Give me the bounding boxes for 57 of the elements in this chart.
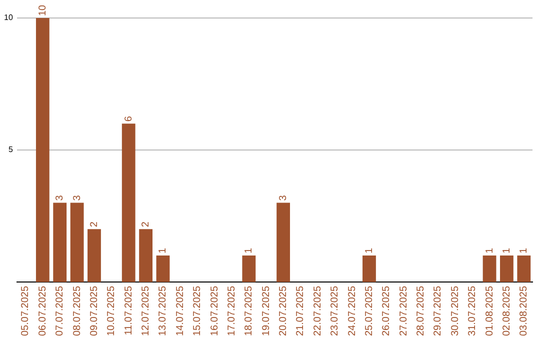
x-tick-label: 26.07.2025	[381, 286, 392, 336]
data-label: 2	[88, 221, 100, 228]
x-tick-label: 03.08.2025	[518, 286, 530, 336]
x-tick-label: 27.07.2025	[398, 286, 410, 336]
x-tick-label: 15.07.2025	[192, 286, 204, 336]
x-tick-label: 18.07.2025	[244, 286, 255, 336]
x-tick-label: 12.07.2025	[140, 286, 152, 336]
bar	[36, 18, 50, 282]
x-tick-label: 08.07.2025	[72, 286, 83, 336]
x-tick-label: 01.08.2025	[484, 286, 496, 336]
x-tick-label: 21.07.2025	[295, 286, 306, 336]
x-tick-label: 23.07.2025	[330, 286, 341, 336]
bar	[517, 256, 531, 282]
bar	[88, 229, 101, 282]
bar	[276, 202, 290, 282]
x-tick-label: 10.07.2025	[106, 286, 118, 336]
data-label: 1	[158, 248, 169, 254]
x-tick-label: 09.07.2025	[88, 286, 100, 336]
bar	[53, 202, 67, 282]
x-tick-label: 02.08.2025	[501, 286, 512, 336]
bar	[482, 256, 496, 282]
x-tick-label: 14.07.2025	[174, 286, 186, 336]
x-tick-label: 06.07.2025	[37, 286, 48, 336]
data-label: 1	[501, 248, 512, 254]
bar	[500, 256, 514, 282]
x-tick-label: 13.07.2025	[158, 286, 169, 336]
x-tick-label: 30.07.2025	[450, 286, 461, 336]
data-label: 1	[518, 248, 530, 254]
bar	[156, 256, 170, 282]
bar	[122, 124, 136, 282]
x-tick-label: 11.07.2025	[123, 286, 134, 336]
data-label: 3	[72, 194, 83, 201]
data-label: 10	[37, 4, 48, 16]
x-tick-label: 17.07.2025	[226, 286, 238, 336]
bar	[139, 229, 152, 282]
x-tick-label: 29.07.2025	[432, 286, 444, 336]
x-tick-label: 24.07.2025	[346, 286, 358, 336]
x-tick-label: 28.07.2025	[416, 286, 427, 336]
x-tick-label: 25.07.2025	[364, 286, 375, 336]
x-tick-label: 05.07.2025	[20, 286, 32, 336]
data-label: 6	[123, 116, 134, 122]
data-label: 2	[140, 221, 152, 228]
x-tick-label: 20.07.2025	[278, 286, 290, 336]
x-tick-label: 19.07.2025	[260, 286, 272, 336]
data-label: 1	[364, 248, 375, 254]
x-tick-label: 07.07.2025	[54, 286, 66, 336]
y-tick-label: 5	[8, 145, 14, 154]
x-tick-label: 16.07.2025	[209, 286, 220, 336]
data-label: 1	[484, 248, 496, 254]
data-label: 3	[278, 194, 290, 201]
x-tick-label: 22.07.2025	[312, 286, 324, 336]
data-label: 1	[244, 248, 255, 254]
bar	[70, 202, 84, 282]
bar	[242, 256, 256, 282]
bar	[362, 256, 376, 282]
data-label: 3	[54, 194, 66, 201]
x-tick-label: 31.07.2025	[467, 286, 478, 336]
